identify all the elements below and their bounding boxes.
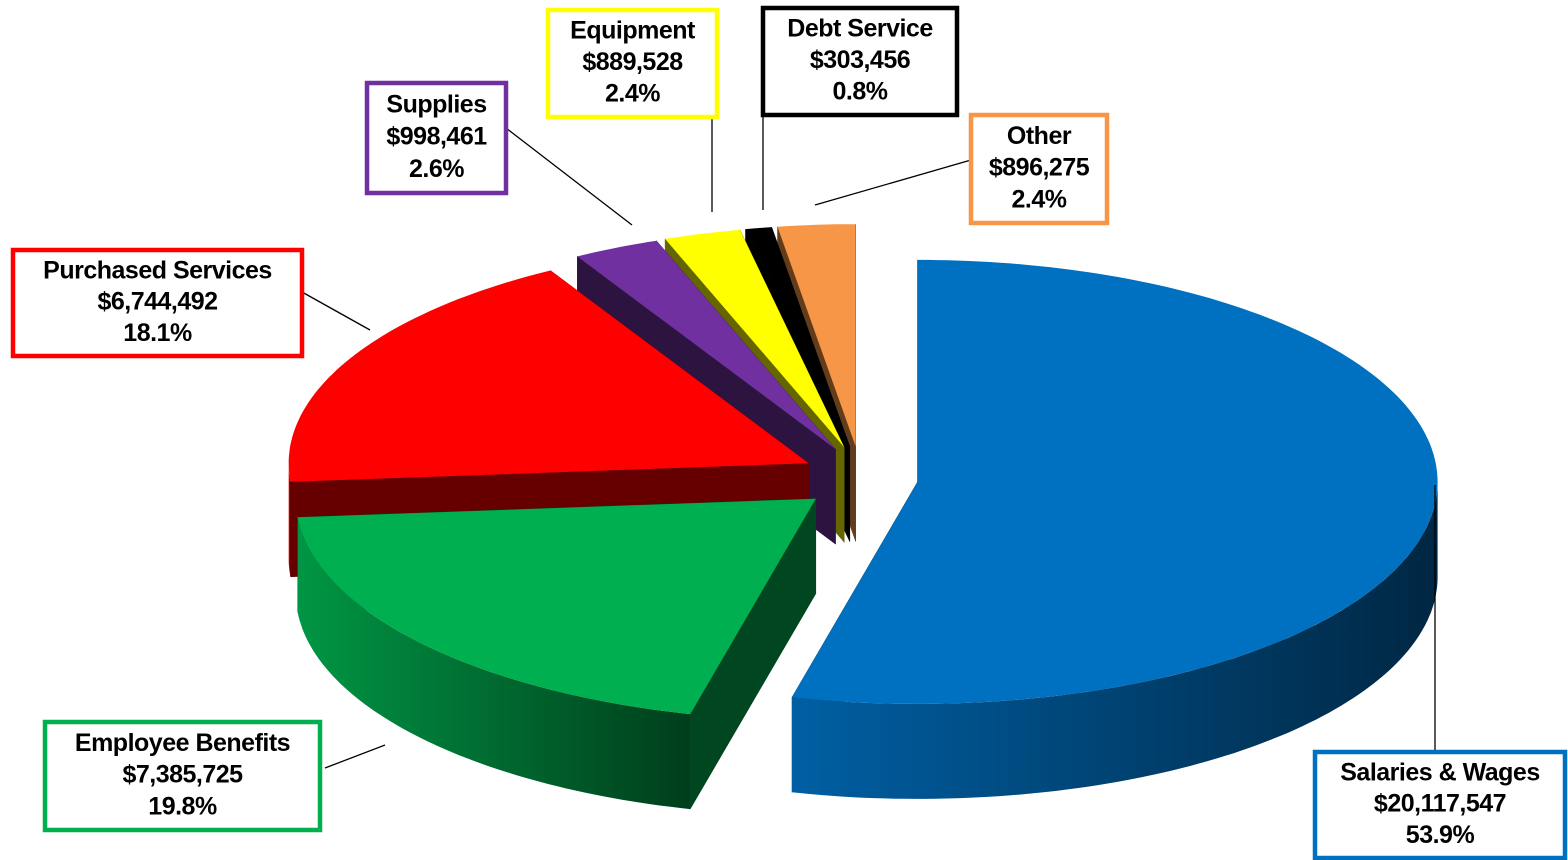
label-value: $303,456	[810, 46, 910, 74]
label-name: Purchased Services	[43, 256, 272, 284]
label-box	[968, 112, 1110, 226]
label-percent: 2.4%	[1012, 185, 1067, 213]
leader-line	[505, 127, 633, 226]
slice-rim	[792, 481, 1438, 799]
slice-top	[288, 270, 809, 482]
slice-rim	[297, 517, 691, 810]
label-value: $7,385,725	[122, 761, 243, 789]
slice-top	[665, 229, 845, 448]
label-value: $20,117,547	[1374, 790, 1506, 818]
slice-top	[777, 224, 856, 447]
label-box	[760, 5, 960, 118]
slice-top	[577, 240, 836, 450]
leader-line	[324, 744, 386, 769]
label-box	[10, 247, 305, 359]
label-percent: 2.4%	[605, 80, 660, 108]
slice-top	[297, 498, 816, 715]
label-box	[42, 719, 323, 833]
label-box	[364, 80, 509, 196]
label-percent: 18.1%	[123, 319, 192, 347]
label-box	[1312, 749, 1568, 860]
label-percent: 0.8%	[833, 78, 888, 106]
labels: Salaries & Wages $20,117,547 53.9% Employee…	[10, 5, 1568, 860]
leader-line	[301, 291, 371, 331]
label-value: $896,275	[989, 154, 1090, 182]
label-name: Other	[1007, 122, 1072, 150]
label-value: $6,744,492	[97, 288, 217, 316]
label-percent: 53.9%	[1406, 821, 1475, 849]
label-name: Debt Service	[787, 15, 933, 43]
label-name: Equipment	[570, 17, 696, 45]
label-value: $998,461	[386, 123, 487, 151]
label-percent: 19.8%	[148, 792, 217, 820]
slice-rim	[288, 463, 291, 577]
label-name: Employee Benefits	[75, 729, 290, 757]
leader-line	[814, 159, 972, 206]
label-name: Supplies	[386, 90, 486, 118]
label-value: $889,528	[582, 48, 683, 76]
slice	[297, 497, 817, 811]
slice-top	[745, 227, 850, 447]
pie	[288, 224, 1438, 811]
slice	[791, 259, 1438, 799]
label-box	[545, 7, 720, 120]
label-name: Salaries & Wages	[1340, 758, 1540, 786]
label-percent: 2.6%	[409, 155, 464, 183]
slice-top	[792, 259, 1438, 704]
